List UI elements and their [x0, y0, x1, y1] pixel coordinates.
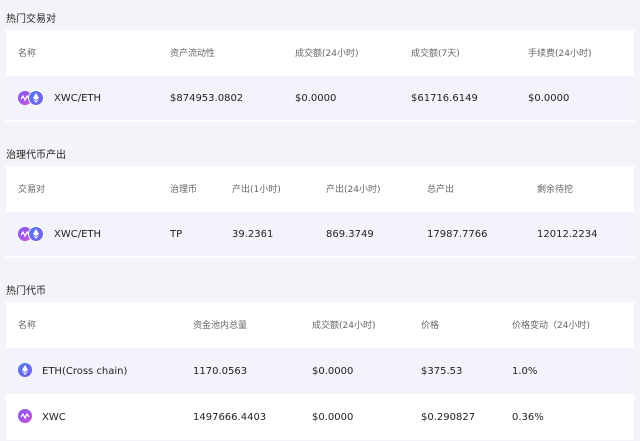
pair-name[interactable]: XWC/ETH [54, 93, 102, 104]
price-change-value: 1.0% [512, 366, 538, 377]
hot-pairs-title: 热门交易对 [6, 14, 56, 25]
col-total-output: 总产出 [427, 185, 455, 195]
col-pair: 交易对 [18, 185, 46, 195]
table-row[interactable]: ETH(Cross chain) 1170.0563 $0.0000 $375.… [6, 348, 634, 394]
token-name[interactable]: XWC [42, 412, 66, 423]
price-value: $0.290827 [421, 412, 476, 423]
col-volume-7d: 成交额(7天) [411, 49, 460, 59]
hot-tokens-table: 名称 资金池内总量 成交额(24小时) 价格 价格变动（24小时) ETH(Cr… [6, 302, 634, 440]
col-name: 名称 [18, 49, 37, 59]
volume-7d-value: $61716.6149 [411, 93, 478, 104]
pool-total-value: 1170.0563 [193, 366, 248, 377]
eth-icon [28, 90, 44, 106]
table-row[interactable]: XWC/ETH $874953.0802 $0.0000 $61716.6149… [6, 76, 634, 120]
price-change-value: 0.36% [512, 412, 544, 423]
col-fee-24h: 手续费(24小时) [528, 49, 592, 59]
volume-24h-value: $0.0000 [312, 366, 354, 377]
volume-24h-value: $0.0000 [312, 412, 354, 423]
col-liquidity: 资产流动性 [170, 49, 216, 59]
output-24h-value: 869.3749 [326, 229, 374, 240]
pool-total-value: 1497666.4403 [193, 412, 267, 423]
col-output-1h: 产出(1小时) [232, 185, 281, 195]
xwc-icon [18, 409, 32, 423]
token-name[interactable]: ETH(Cross chain) [42, 366, 128, 377]
table-row[interactable]: XWC/ETH TP 39.2361 869.3749 17987.7766 1… [6, 212, 634, 256]
price-value: $375.53 [421, 366, 463, 377]
eth-icon [18, 363, 32, 377]
col-name: 名称 [18, 321, 37, 331]
table-header: 名称 资产流动性 成交额(24小时) 成交额(7天) 手续费(24小时) [6, 30, 634, 76]
col-price: 价格 [421, 321, 440, 331]
col-volume-24h: 成交额(24小时) [312, 321, 376, 331]
liquidity-value: $874953.0802 [170, 93, 244, 104]
hot-tokens-title: 热门代币 [6, 286, 46, 297]
table-header: 名称 资金池内总量 成交额(24小时) 价格 价格变动（24小时) [6, 302, 634, 348]
remaining-value: 12012.2234 [537, 229, 598, 240]
pair-name[interactable]: XWC/ETH [54, 229, 102, 240]
fee-24h-value: $0.0000 [528, 93, 570, 104]
col-gov-token: 治理币 [170, 185, 198, 195]
col-remaining: 剩余待挖 [537, 185, 574, 195]
eth-icon [28, 226, 44, 242]
volume-24h-value: $0.0000 [295, 93, 337, 104]
gov-token-value: TP [170, 229, 183, 240]
table-header: 交易对 治理币 产出(1小时) 产出(24小时) 总产出 剩余待挖 [6, 166, 634, 212]
table-row[interactable]: XWC 1497666.4403 $0.0000 $0.290827 0.36% [6, 394, 634, 440]
col-price-change: 价格变动（24小时) [512, 321, 590, 331]
governance-title: 治理代币产出 [6, 150, 66, 161]
col-output-24h: 产出(24小时) [326, 185, 381, 195]
total-output-value: 17987.7766 [427, 229, 488, 240]
governance-table: 交易对 治理币 产出(1小时) 产出(24小时) 总产出 剩余待挖 XWC/ET… [6, 166, 634, 258]
output-1h-value: 39.2361 [232, 229, 274, 240]
hot-pairs-table: 名称 资产流动性 成交额(24小时) 成交额(7天) 手续费(24小时) XWC… [6, 30, 634, 122]
col-volume-24h: 成交额(24小时) [295, 49, 359, 59]
col-pool-total: 资金池内总量 [193, 321, 248, 331]
